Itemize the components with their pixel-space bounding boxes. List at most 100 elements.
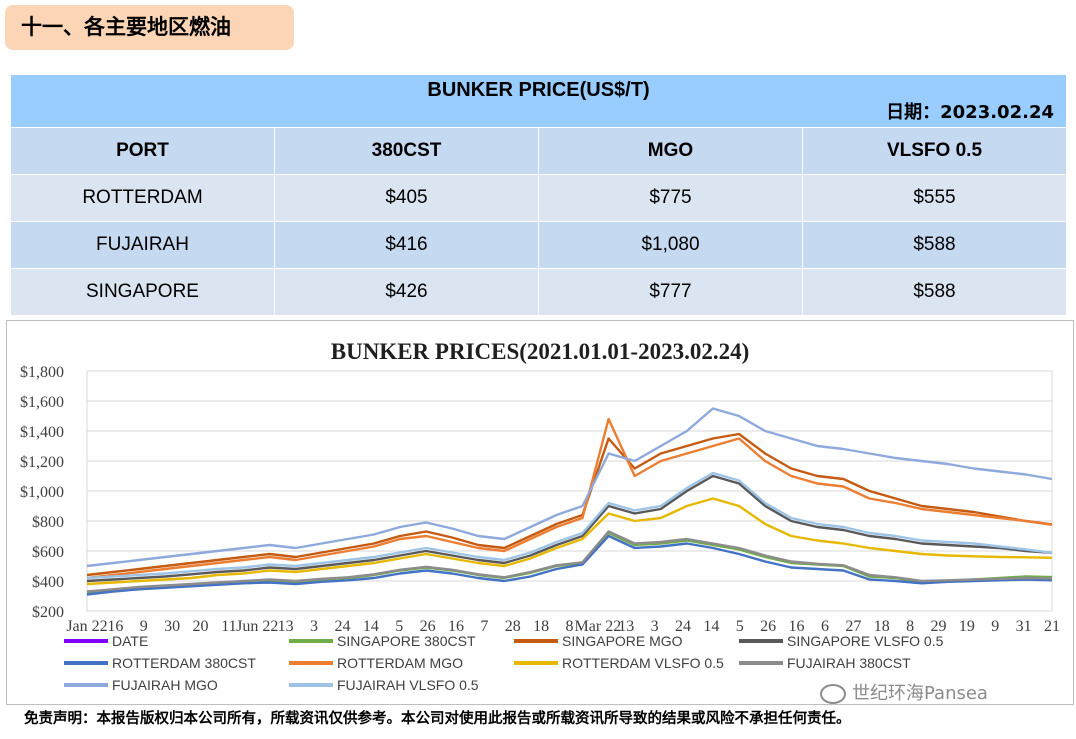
- legend-label: DATE: [112, 633, 148, 649]
- x-tick-label: 31: [1016, 618, 1032, 635]
- x-tick-label: 5: [395, 618, 403, 635]
- y-tick-label: $600: [32, 544, 64, 561]
- x-tick-label: 18: [533, 618, 549, 635]
- section-title: 十一、各主要地区燃油: [5, 5, 294, 50]
- x-tick-label: 7: [480, 618, 488, 635]
- watermark-text: 世纪环海Pansea: [852, 683, 988, 704]
- legend-label: SINGAPORE MGO: [562, 633, 683, 649]
- table-row: SINGAPORE $426 $777 $588: [10, 268, 1067, 316]
- x-tick-label: 9: [991, 618, 999, 635]
- bunker-price-table: BUNKER PRICE(US$/T) 日期：2023.02.24 PORT 3…: [10, 74, 1067, 316]
- cell-mgo: $777: [538, 268, 803, 316]
- legend-label: FUJAIRAH 380CST: [787, 655, 911, 671]
- legend-label: ROTTERDAM 380CST: [112, 655, 256, 671]
- legend-label: SINGAPORE VLSFO 0.5: [787, 633, 944, 649]
- x-tick-label: 3: [310, 618, 318, 635]
- chart-title: BUNKER PRICES(2021.01.01-2023.02.24): [331, 339, 749, 364]
- cell-mgo: $775: [538, 174, 803, 222]
- chart-series: [86, 407, 1053, 596]
- x-tick-label: 11: [221, 618, 236, 635]
- cell-mgo: $1,080: [538, 221, 803, 269]
- x-tick-label: 30: [164, 618, 180, 635]
- series-line: [86, 417, 1053, 580]
- x-tick-label: 26: [760, 618, 776, 635]
- x-tick-label: 28: [505, 618, 521, 635]
- y-tick-label: $1,400: [20, 424, 64, 441]
- chart-gridlines: [86, 370, 1053, 612]
- series-line: [86, 534, 1053, 596]
- cell-vlsfo: $588: [802, 268, 1067, 316]
- x-tick-label: 14: [703, 618, 719, 635]
- y-tick-label: $1,800: [20, 364, 64, 381]
- legend-label: ROTTERDAM MGO: [337, 655, 463, 671]
- y-tick-label: $800: [32, 514, 64, 531]
- table-row: ROTTERDAM $405 $775 $555: [10, 174, 1067, 222]
- table-title-row: BUNKER PRICE(US$/T) 日期：2023.02.24: [10, 74, 1067, 128]
- cell-port: FUJAIRAH: [10, 221, 275, 269]
- x-tick-label: 13: [278, 618, 294, 635]
- series-line: [86, 474, 1053, 583]
- x-tick-label: 16: [789, 618, 805, 635]
- cell-port: ROTTERDAM: [10, 174, 275, 222]
- cell-port: SINGAPORE: [10, 268, 275, 316]
- chart-legend: DATE SINGAPORE 380CST SINGAPORE MGO SINGAPO…: [64, 633, 944, 693]
- x-tick-label: 29: [930, 618, 946, 635]
- y-tick-label: $1,600: [20, 394, 64, 411]
- y-tick-label: $200: [32, 604, 64, 621]
- x-tick-label: 24: [334, 618, 350, 635]
- table-row: FUJAIRAH $416 $1,080 $588: [10, 221, 1067, 269]
- x-tick-label: 8: [566, 618, 574, 635]
- y-axis-ticks: $200 $400 $600 $800 $1,000 $1,200 $1,400 $1,600…: [20, 364, 64, 621]
- y-tick-label: $1,000: [20, 484, 64, 501]
- x-tick-label: 26: [420, 618, 436, 635]
- legend-label: SINGAPORE 380CST: [337, 633, 476, 649]
- wechat-watermark: 世纪环海Pansea: [820, 679, 988, 705]
- series-line: [86, 407, 1053, 568]
- series-line: [86, 497, 1053, 586]
- header-vlsfo: VLSFO 0.5: [802, 127, 1067, 175]
- table-title-cell: BUNKER PRICE(US$/T) 日期：2023.02.24: [10, 74, 1067, 128]
- x-tick-label: 27: [845, 618, 861, 635]
- x-tick-label: 13: [618, 618, 634, 635]
- series-line: [86, 530, 1053, 593]
- table-date: 日期：2023.02.24: [886, 102, 1054, 123]
- x-tick-label: 18: [874, 618, 890, 635]
- wechat-icon: [820, 684, 846, 704]
- x-tick-label: Jan 22: [66, 618, 107, 635]
- y-tick-label: $1,200: [20, 454, 64, 471]
- series-line: [86, 432, 1053, 577]
- x-tick-label: 21: [1044, 618, 1060, 635]
- legend-label: FUJAIRAH MGO: [112, 677, 218, 693]
- cell-380cst: $405: [274, 174, 539, 222]
- x-tick-label: Mar 22: [575, 618, 622, 635]
- cell-380cst: $416: [274, 221, 539, 269]
- legend-label: FUJAIRAH VLSFO 0.5: [337, 677, 479, 693]
- x-tick-label: 3: [651, 618, 659, 635]
- series-line: [86, 471, 1053, 580]
- cell-vlsfo: $555: [802, 174, 1067, 222]
- cell-380cst: $426: [274, 268, 539, 316]
- table-title: BUNKER PRICE(US$/T): [427, 79, 650, 101]
- legend-label: ROTTERDAM VLSFO 0.5: [562, 655, 724, 671]
- cell-vlsfo: $588: [802, 221, 1067, 269]
- x-tick-label: 14: [363, 618, 379, 635]
- x-tick-label: 19: [959, 618, 975, 635]
- x-tick-label: 9: [140, 618, 148, 635]
- x-tick-label: 6: [821, 618, 829, 635]
- header-mgo: MGO: [538, 127, 803, 175]
- y-tick-label: $400: [32, 574, 64, 591]
- x-tick-label: 16: [448, 618, 464, 635]
- disclaimer-text: 免责声明：本报告版权归本公司所有，所载资讯仅供参考。本公司对使用此报告或所载资讯…: [24, 711, 851, 727]
- x-tick-label: Jun 22: [236, 618, 278, 635]
- x-tick-label: 5: [736, 618, 744, 635]
- table-header-row: PORT 380CST MGO VLSFO 0.5: [10, 127, 1067, 175]
- chart-canvas: BUNKER PRICES(2021.01.01-2023.02.24) $20…: [20, 339, 1060, 693]
- x-axis-ticks: Jan 22 16 9 30 20 11 Jun 22 13 3 24 14 5 26 16 7 28 18 8 M…: [66, 618, 1060, 635]
- x-tick-label: 8: [906, 618, 914, 635]
- x-tick-label: 16: [107, 618, 123, 635]
- x-tick-label: 24: [675, 618, 691, 635]
- header-380cst: 380CST: [274, 127, 539, 175]
- bunker-price-chart: BUNKER PRICES(2021.01.01-2023.02.24) $20…: [6, 320, 1074, 705]
- x-tick-label: 20: [193, 618, 209, 635]
- header-port: PORT: [10, 127, 275, 175]
